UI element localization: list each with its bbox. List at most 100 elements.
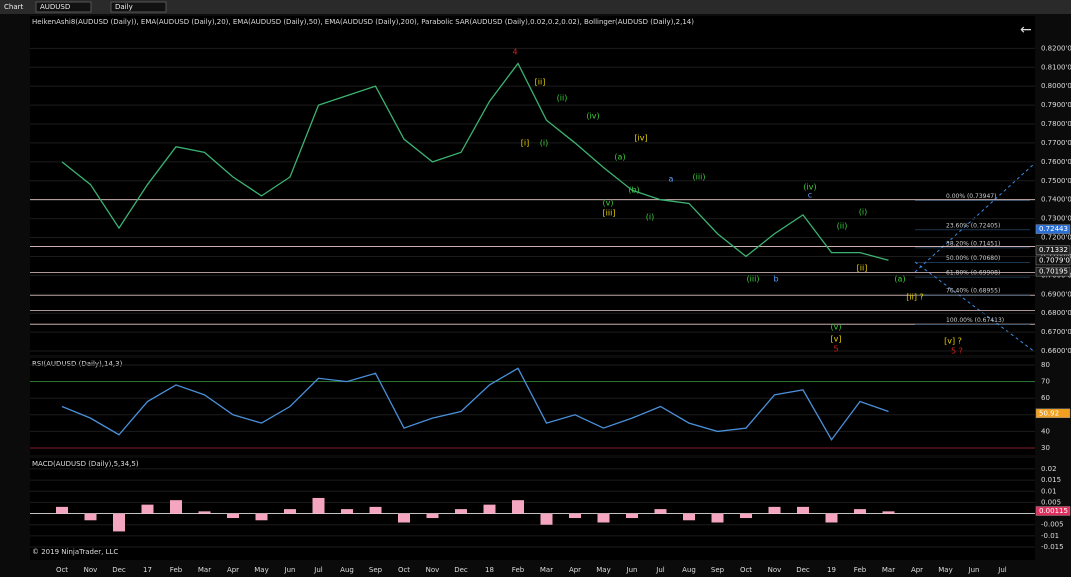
x-tick-label: Mar [882,566,895,574]
wave-label: (a) [614,153,625,162]
histogram-bar [854,509,866,514]
y-tick-label: 0.01 [1041,487,1057,495]
histogram-bar [569,513,581,519]
y-tick-label: 0.8000'0 [1041,82,1071,90]
x-tick-label: Mar [198,566,211,574]
price-tag-label: 0.72443 [1039,225,1068,233]
wave-label: (iii) [693,173,706,182]
wave-label: [iv] [634,134,647,143]
histogram-bar [740,513,752,519]
x-tick-label: May [596,566,610,574]
histogram-bar [341,509,353,514]
instrument[interactable]: AUDUSD [40,3,70,11]
panel-title: RSI(AUDUSD (Daily),14,3) [32,360,123,368]
y-tick-label: -0.01 [1041,532,1059,540]
wave-label: (iv) [803,183,816,192]
wave-label: [v] ? [944,337,962,346]
x-tick-label: Jun [626,566,638,574]
price-tag-label: 0.00115 [1039,507,1068,515]
x-tick-label: Apr [911,566,923,574]
interval-box[interactable] [110,1,167,13]
x-tick-label: Aug [340,566,354,574]
histogram-bar [711,513,724,523]
fib-label: 61.80% (0.69908) [946,270,1000,277]
x-tick-label: Apr [227,566,239,574]
x-tick-label: 18 [485,566,494,574]
x-tick-label: Feb [512,566,525,574]
wave-label: [iii] [603,209,616,218]
y-tick-label: 0.015 [1041,476,1061,484]
x-tick-label: May [254,566,268,574]
histogram-bar [540,513,553,525]
y-tick-label: 0.02 [1041,465,1057,473]
wave-label: (a) [894,275,905,284]
wave-label: (v) [831,323,842,332]
wave-label: (b) [628,186,639,195]
wave-label: [v] [831,335,842,344]
y-tick-label: 60 [1041,394,1050,402]
y-tick-label: 0.7600'0 [1041,158,1071,166]
x-tick-label: Feb [170,566,183,574]
wave-label: [ii] [535,78,546,87]
histogram-bar [426,513,439,519]
price-tag-label: 0.70195 [1039,268,1068,276]
histogram-bar [882,511,895,514]
wave-label: [ii] ? [906,293,923,302]
back-arrow[interactable]: ← [1020,22,1032,38]
price-tag [1035,245,1071,255]
y-tick-label: 0.6600'0 [1041,347,1071,355]
x-tick-label: Jun [284,566,296,574]
y-tick-label: 0.8100'0 [1041,63,1071,71]
price-tag [1035,224,1071,234]
x-tick-label: Dec [454,566,468,574]
histogram-bar [141,504,154,514]
wave-label: [ii] [857,264,868,273]
interval[interactable]: Daily [115,3,133,11]
wave-label: (ii) [557,94,568,103]
price-tag-label: 50.92 [1039,409,1059,417]
copyright: © 2019 NinjaTrader, LLC [32,548,118,556]
y-tick-label: 0.6900'0 [1041,290,1071,298]
series-line [61,367,889,441]
x-tick-label: Oct [740,566,752,574]
app-label[interactable]: Chart [4,3,23,11]
x-tick-label: Feb [854,566,867,574]
instrument-box[interactable] [35,1,92,13]
y-tick-label: 0.7800'0 [1041,120,1071,128]
wave-label: (i) [540,139,548,148]
y-tick-label: 30 [1041,444,1050,452]
histogram-bar [683,513,695,521]
histogram-bar [113,513,125,532]
histogram-bar [797,506,809,514]
histogram-bar [825,513,838,523]
histogram-bar [398,513,410,523]
x-tick-label: Dec [112,566,126,574]
fib-label: 0.00% (0.73947) [946,193,996,200]
y-tick-label: 70 [1041,378,1050,386]
wave-label: a [669,175,674,184]
histogram-bar [626,513,638,519]
y-tick-label: 0.7900'0 [1041,101,1071,109]
x-tick-label: Apr [569,566,581,574]
wave-label: (ii) [837,222,848,231]
series-line [61,62,889,261]
price-tag-label: 0.7079'0 [1039,256,1070,264]
rsi-panel [30,358,1035,455]
histogram-bar [369,506,382,514]
y-tick-label: 40 [1041,427,1050,435]
wave-label: 5 ? [951,347,963,356]
x-tick-label: Oct [56,566,68,574]
x-tick-label: 19 [827,566,836,574]
histogram-bar [597,513,610,523]
y-tick-label: -0.005 [1041,521,1064,529]
y-tick-label: 0.7700'0 [1041,139,1071,147]
histogram-bar [56,506,68,514]
y-tick-label: 0.6700'0 [1041,328,1071,336]
x-tick-label: 17 [143,566,152,574]
fib-label: 38.20% (0.71451) [946,240,1000,247]
x-tick-label: Jul [655,566,665,574]
wave-label: (iii) [747,275,760,284]
x-tick-label: May [938,566,952,574]
panel-title: MACD(AUDUSD (Daily),5,34,5) [32,460,139,468]
